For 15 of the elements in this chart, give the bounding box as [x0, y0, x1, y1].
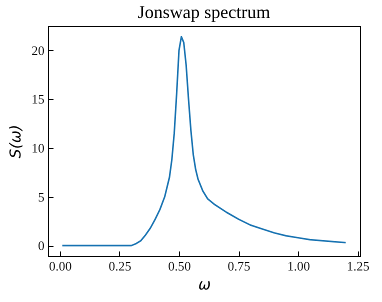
line-series	[61, 36, 347, 246]
chart-title: Jonswap spectrum	[138, 2, 270, 22]
x-axis-title: ω	[198, 276, 211, 294]
y-tick-label: 10	[32, 140, 44, 156]
y-tick-label: 0	[38, 238, 44, 254]
x-tick-label: 0.00	[49, 258, 72, 274]
x-tick-label: 0.25	[108, 258, 132, 274]
x-tick-label: 0.50	[168, 258, 191, 274]
y-tick-label: 15	[32, 92, 44, 107]
x-tick-label: 0.75	[228, 258, 250, 274]
x-tick-label: 1.00	[287, 258, 310, 274]
y-axis-title: S(ω)	[6, 124, 24, 158]
y-tick-label: 5	[38, 189, 44, 204]
y-tick-label: 20	[32, 42, 44, 58]
x-tick-label: 1.25	[346, 258, 370, 274]
